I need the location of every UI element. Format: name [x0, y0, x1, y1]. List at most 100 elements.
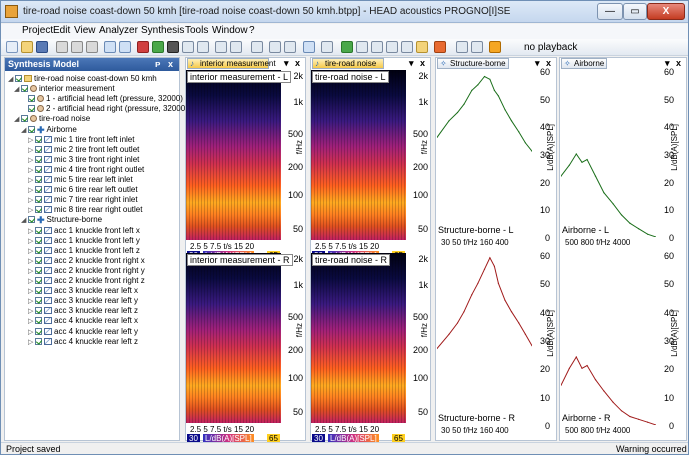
menu-project[interactable]: Project [22, 25, 54, 36]
cursor-icon[interactable] [401, 41, 413, 53]
menu-synthesis[interactable]: Synthesis [141, 25, 185, 36]
tree-checkbox[interactable] [35, 277, 42, 284]
paste-icon[interactable] [86, 41, 98, 53]
chart-icon[interactable] [251, 41, 263, 53]
tree-item[interactable]: ▷ acc 1 knuckle front left z [28, 246, 140, 256]
tree-item[interactable]: ▷ acc 1 knuckle front left x [28, 226, 140, 236]
menu-tools[interactable]: Tools [185, 25, 209, 36]
table-icon[interactable] [230, 41, 242, 53]
tree-checkbox[interactable] [35, 135, 42, 143]
tree-item[interactable]: ▷ acc 3 knuckle rear left x [28, 286, 138, 296]
tree-checkbox[interactable] [21, 115, 28, 123]
line-plot[interactable] [561, 255, 656, 425]
tree-item[interactable]: ▷ acc 1 knuckle front left y [28, 236, 140, 246]
expand-arrow-icon[interactable]: ▷ [28, 237, 34, 245]
tree-checkbox[interactable] [35, 327, 42, 335]
loop-icon[interactable] [489, 41, 501, 53]
tree-checkbox[interactable] [35, 297, 42, 305]
tree-item[interactable]: ▷ mic 8 tire rear right outlet [28, 205, 142, 215]
grid-icon[interactable] [215, 41, 227, 53]
tree-checkbox[interactable] [35, 186, 42, 194]
warning-status[interactable]: Warning occurred [616, 444, 687, 454]
view-icon[interactable] [269, 41, 281, 53]
tab-menu-icon[interactable]: ▾ [284, 58, 289, 68]
tab-menu-icon[interactable]: ▾ [665, 58, 670, 68]
tree-checkbox[interactable] [21, 85, 28, 93]
tree-item[interactable]: ▷ acc 3 knuckle rear left y [28, 296, 138, 306]
spectrogram[interactable] [311, 253, 406, 423]
close-button[interactable]: X [647, 3, 685, 20]
zoom-icon[interactable] [386, 41, 398, 53]
play-icon[interactable] [341, 41, 353, 53]
folder-icon[interactable] [416, 41, 428, 53]
tree-checkbox[interactable] [35, 246, 42, 254]
expand-arrow-icon[interactable]: ▷ [28, 338, 34, 346]
undo-icon[interactable] [104, 41, 116, 53]
tree-checkbox[interactable] [28, 105, 35, 113]
tab-close-icon[interactable]: x [420, 58, 426, 68]
tree-item[interactable]: ▷ acc 4 knuckle rear left y [28, 327, 138, 337]
spectrogram[interactable] [186, 253, 281, 423]
tree-item[interactable]: ◢ ✚ Airborne [21, 125, 77, 135]
tree-item[interactable]: ▷ mic 1 tire front left inlet [28, 135, 134, 145]
tree-checkbox[interactable] [28, 216, 35, 224]
expand-arrow-icon[interactable]: ▷ [28, 207, 34, 215]
copy-icon[interactable] [71, 41, 83, 53]
expand-arrow-icon[interactable]: ▷ [28, 267, 34, 275]
expand-arrow-icon[interactable]: ▷ [28, 146, 34, 154]
line-plot[interactable] [561, 71, 656, 237]
tree-checkbox[interactable] [35, 337, 42, 345]
playback-label[interactable]: no playback [524, 42, 578, 53]
maximize-button[interactable]: ▭ [623, 3, 647, 20]
tree-item[interactable]: ◢ tire-road noise [14, 114, 90, 124]
tree-item[interactable]: ▷ mic 7 tire rear right inlet [28, 195, 138, 205]
tab-menu-icon[interactable]: ▾ [409, 58, 414, 68]
expand-arrow-icon[interactable]: ▷ [28, 227, 34, 235]
menu-edit[interactable]: Edit [53, 25, 71, 36]
tree-item[interactable]: ▷ acc 4 knuckle rear left z [28, 337, 138, 347]
expand-arrow-icon[interactable]: ◢ [21, 126, 27, 134]
filter-icon[interactable] [356, 41, 368, 53]
split-icon[interactable] [182, 41, 194, 53]
compare-icon[interactable] [284, 41, 296, 53]
tree-checkbox[interactable] [35, 287, 42, 295]
tree-checkbox[interactable] [35, 266, 42, 274]
tree-item[interactable]: ▷ acc 2 knuckle front right y [28, 266, 145, 276]
expand-arrow-icon[interactable]: ▷ [28, 247, 34, 255]
tab-close-icon[interactable]: x [676, 58, 682, 68]
tab-menu-icon[interactable]: ▾ [535, 58, 540, 68]
tree-item[interactable]: ▷ mic 3 tire front right inlet [28, 155, 139, 165]
tree-checkbox[interactable] [35, 307, 42, 315]
expand-arrow-icon[interactable]: ▷ [28, 318, 34, 326]
spectrogram[interactable] [311, 70, 406, 240]
tree-item[interactable]: ◢ interior measurement [14, 84, 115, 94]
delete-icon[interactable] [137, 41, 149, 53]
tree-checkbox[interactable] [35, 145, 42, 153]
tree-checkbox[interactable] [35, 165, 42, 173]
marker-icon[interactable] [371, 41, 383, 53]
tab-structure-borne[interactable]: ✧ Structure-borne [437, 58, 509, 69]
info-icon[interactable] [303, 41, 315, 53]
expand-arrow-icon[interactable]: ▷ [28, 328, 34, 336]
expand-arrow-icon[interactable]: ◢ [8, 76, 14, 83]
expand-arrow-icon[interactable]: ▷ [28, 136, 34, 144]
expand-arrow-icon[interactable]: ◢ [14, 116, 20, 124]
expand-arrow-icon[interactable]: ▷ [28, 308, 34, 316]
expand-arrow-icon[interactable]: ▷ [28, 298, 34, 306]
menu-analyzer[interactable]: Analyzer [99, 25, 138, 36]
expand-arrow-icon[interactable]: ▷ [28, 278, 34, 285]
tree-item[interactable]: 2 - artificial head right (pressure, 320… [21, 104, 188, 114]
expand-arrow-icon[interactable]: ▷ [28, 288, 34, 296]
tab-close-icon[interactable]: x [295, 58, 301, 68]
tree-checkbox[interactable] [35, 236, 42, 244]
expand-arrow-icon[interactable]: ▷ [28, 187, 34, 195]
record-icon[interactable] [434, 41, 446, 53]
tree-checkbox[interactable] [35, 206, 42, 214]
expand-arrow-icon[interactable]: ▷ [28, 166, 34, 174]
tree-item[interactable]: ▷ mic 5 tire rear left inlet [28, 175, 133, 185]
tree-checkbox[interactable] [35, 196, 42, 204]
line-plot[interactable] [437, 255, 532, 425]
spectrogram[interactable] [186, 70, 281, 240]
line-plot[interactable] [437, 71, 532, 237]
tree-item[interactable]: ▷ acc 2 knuckle front right x [28, 256, 145, 266]
